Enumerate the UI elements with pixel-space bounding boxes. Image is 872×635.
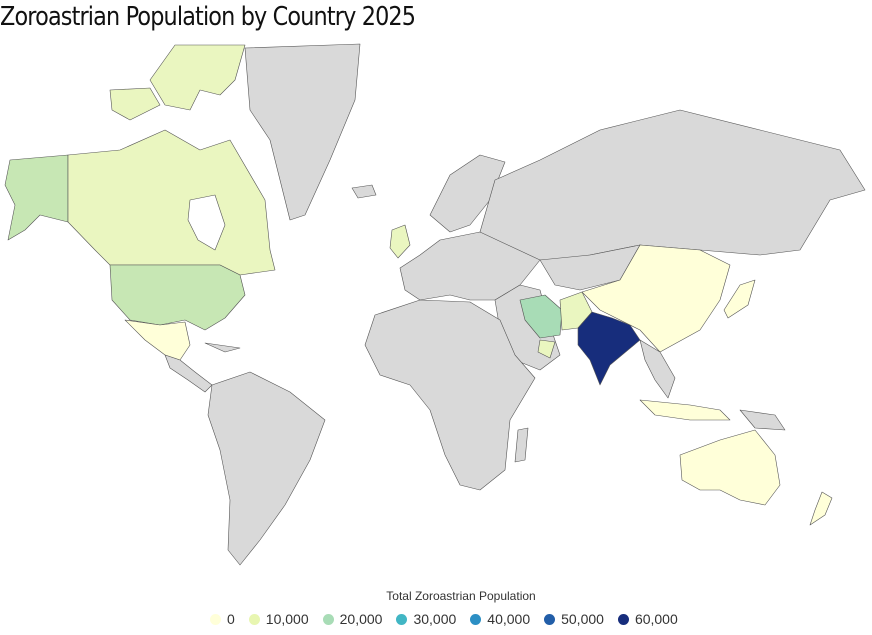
alaska [4,154,69,241]
legend-label: 0 [227,611,235,627]
legend-swatch [617,613,629,625]
legend-item[interactable]: 40,000 [470,611,530,627]
chart-title: Zoroastrian Population by Country 2025 [0,2,416,32]
japan [723,279,756,319]
india [577,311,641,386]
madagascar [514,427,529,463]
legend-label: 20,000 [339,611,383,627]
oman [537,339,556,359]
united-kingdom [389,224,411,259]
legend-item[interactable]: 50,000 [544,611,604,627]
iceland [351,184,377,199]
legend-swatch [322,613,334,625]
legend-item[interactable]: 0 [210,611,235,627]
new-guinea [739,409,786,431]
canada-arctic-islands [149,44,246,111]
legend-swatch [544,613,556,625]
cuba [204,342,241,353]
australia [679,429,781,506]
legend-swatch [470,613,482,625]
legend-swatch [210,613,221,625]
legend-label: 30,000 [413,611,457,627]
legend-label: 10,000 [265,611,309,627]
china [581,244,731,353]
legend: 0 10,000 20,000 30,000 40,000 50,000 60,000 [210,611,678,627]
legend-label: 60,000 [634,611,678,627]
legend-item[interactable]: 20,000 [322,611,383,627]
new-zealand [809,491,833,526]
mexico [124,319,191,361]
canada [67,129,276,276]
legend-item[interactable]: 10,000 [248,611,309,627]
southeast-asia [639,339,676,399]
united-states [109,264,246,331]
legend-label: 50,000 [561,611,604,627]
world-map [4,43,866,566]
greenland [244,43,361,221]
legend-item[interactable]: 30,000 [396,611,456,627]
legend-swatch [396,613,408,625]
indonesia [639,399,731,421]
legend-swatch [248,613,260,625]
central-america [164,354,213,393]
africa [364,299,536,491]
canada-island-2 [109,87,161,121]
russia [479,109,866,261]
legend-label: 40,000 [487,611,531,627]
iran [519,294,563,339]
legend-item[interactable]: 60,000 [617,611,678,627]
south-america [207,371,326,566]
legend-title: Total Zoroastrian Population [386,589,536,603]
